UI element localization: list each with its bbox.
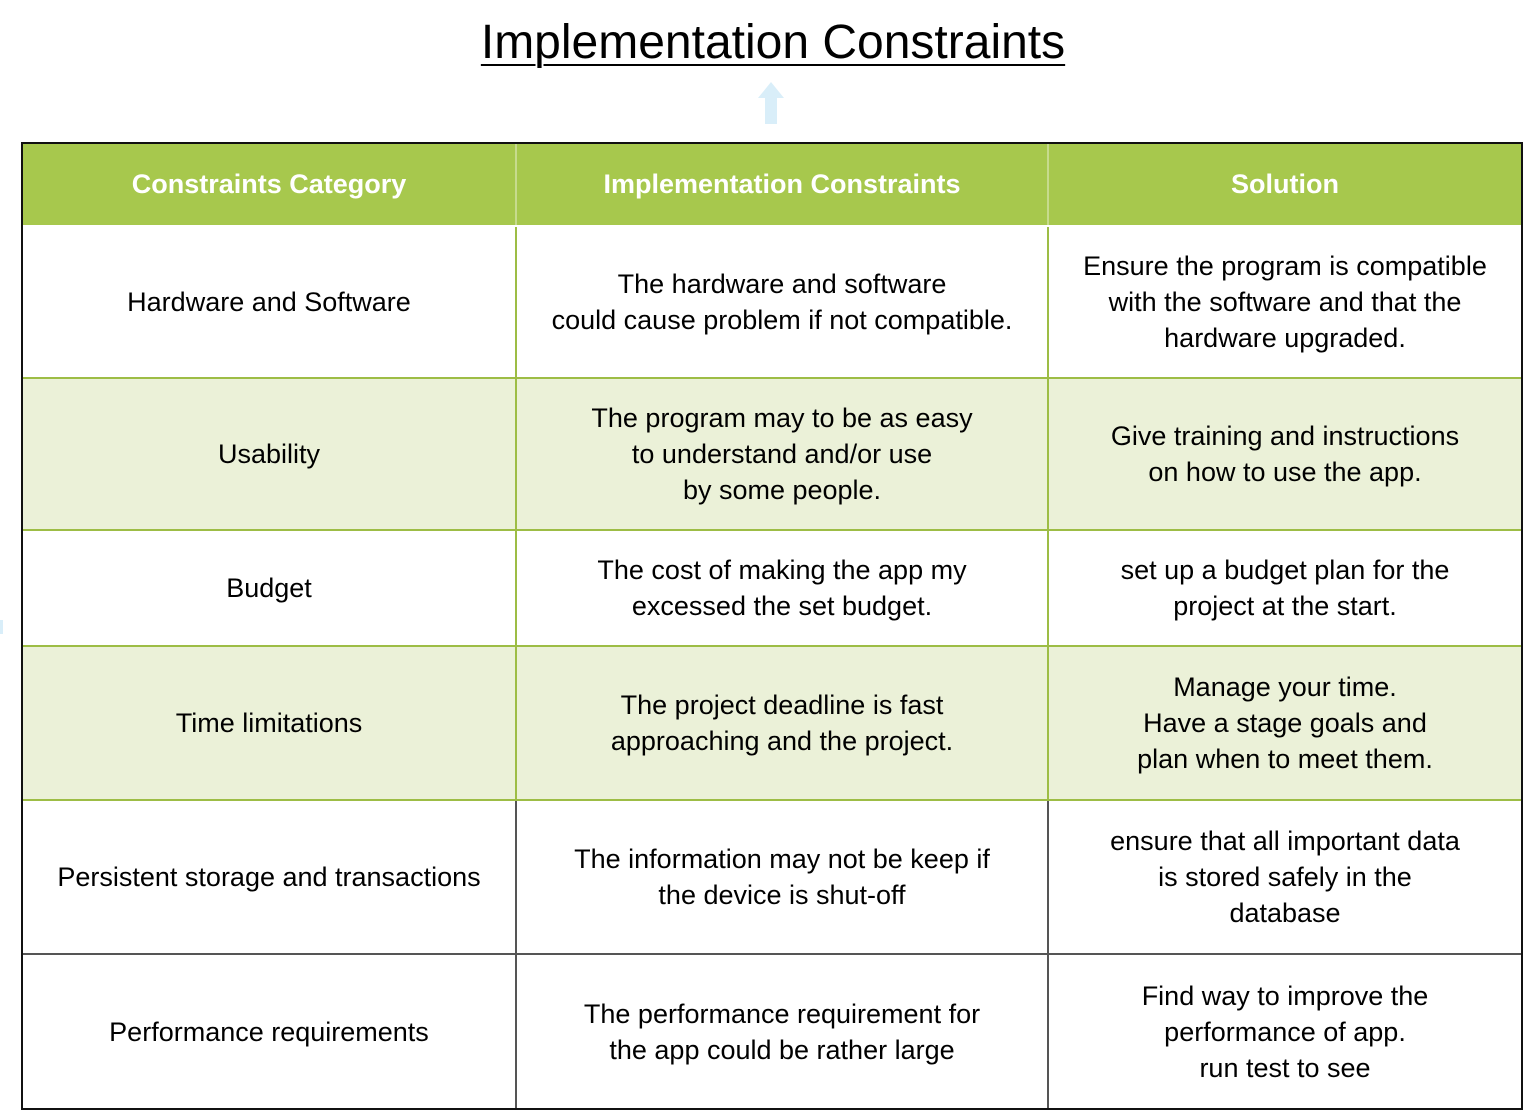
constraints-table: Constraints Category Implementation Cons…	[23, 144, 1521, 1108]
category-cell: Performance requirements	[23, 954, 517, 1108]
cell-line: Time limitations	[175, 708, 363, 738]
cell-line: The program may to be as easy	[591, 403, 973, 433]
column-header-category: Constraints Category	[23, 144, 517, 227]
cell-line: run test to see	[1199, 1052, 1371, 1083]
column-header-solution: Solution	[1048, 144, 1521, 227]
constraint-cell: The project deadline is fast approaching…	[516, 646, 1049, 801]
cell-line: the app could be rather large	[609, 1034, 955, 1065]
solution-cell: ensure that all important data is stored…	[1048, 800, 1521, 955]
table-row: Hardware and Software The hardware and s…	[23, 226, 1521, 379]
constraint-cell: The performance requirement for the app …	[516, 954, 1049, 1108]
cell-line: Performance requirements	[109, 1016, 429, 1047]
cell-line: Give training and instructions	[1110, 421, 1460, 451]
constraint-cell: The information may not be keep if the d…	[516, 800, 1049, 955]
cell-line: is stored safely in the	[1158, 862, 1412, 892]
cell-line: database	[1229, 898, 1341, 928]
up-arrow-icon	[758, 82, 784, 124]
cell-line: hardware upgraded.	[1164, 323, 1406, 353]
cell-line: plan when to meet them.	[1137, 744, 1433, 774]
constraint-cell: The program may to be as easy to underst…	[516, 378, 1049, 531]
cell-line: The hardware and software	[617, 269, 947, 299]
cell-line: with the software and that the	[1108, 287, 1462, 317]
table-row: Persistent storage and transactions The …	[23, 800, 1521, 955]
table-header-row: Constraints Category Implementation Cons…	[23, 144, 1521, 227]
page-title: Implementation Constraints	[480, 16, 1066, 69]
solution-cell: Manage your time. Have a stage goals and…	[1048, 646, 1521, 801]
table-row: Performance requirements The performance…	[23, 954, 1521, 1108]
solution-cell: set up a budget plan for the project at …	[1048, 530, 1521, 647]
cell-line: Ensure the program is compatible	[1083, 251, 1487, 281]
category-cell: Usability	[23, 378, 517, 531]
solution-cell: Find way to improve the performance of a…	[1048, 954, 1521, 1108]
cell-line: Find way to improve the	[1141, 980, 1429, 1011]
cell-line: approaching and the project.	[610, 726, 954, 756]
table-row: Budget The cost of making the app my exc…	[23, 530, 1521, 647]
cell-line: by some people.	[682, 475, 882, 505]
cell-line: Persistent storage and transactions	[57, 862, 481, 892]
cell-line: the device is shut-off	[658, 880, 906, 910]
cell-line: The information may not be keep if	[574, 844, 990, 874]
category-cell: Persistent storage and transactions	[23, 800, 517, 955]
cell-line: The project deadline is fast	[620, 690, 944, 720]
table-row: Time limitations The project deadline is…	[23, 646, 1521, 801]
cell-line: to understand and/or use	[631, 439, 933, 469]
cell-line: performance of app.	[1164, 1016, 1406, 1047]
category-cell: Time limitations	[23, 646, 517, 801]
cell-line: project at the start.	[1173, 591, 1397, 621]
cell-line: Manage your time.	[1173, 672, 1397, 702]
cell-line: The cost of making the app my	[597, 555, 967, 585]
cell-line: on how to use the app.	[1148, 457, 1422, 487]
solution-cell: Give training and instructions on how to…	[1048, 378, 1521, 531]
cell-line: Usability	[217, 439, 321, 469]
cell-line: Hardware and Software	[127, 287, 411, 317]
cell-line: Have a stage goals and	[1143, 708, 1427, 738]
table-row: Usability The program may to be as easy …	[23, 378, 1521, 531]
solution-cell: Ensure the program is compatible with th…	[1048, 226, 1521, 379]
cell-line: The performance requirement for	[583, 998, 981, 1029]
constraint-cell: The hardware and software could cause pr…	[516, 226, 1049, 379]
category-cell: Hardware and Software	[23, 226, 517, 379]
cell-line: ensure that all important data	[1110, 826, 1460, 856]
constraint-cell: The cost of making the app my excessed t…	[516, 530, 1049, 647]
cell-line: Budget	[226, 573, 312, 603]
column-header-constraints: Implementation Constraints	[516, 144, 1049, 227]
decorative-marker	[0, 620, 3, 634]
constraints-table-frame: Constraints Category Implementation Cons…	[21, 142, 1523, 1110]
cell-line: set up a budget plan for the	[1120, 555, 1450, 585]
cell-line: excessed the set budget.	[631, 591, 933, 621]
cell-line: could cause problem if not compatible.	[551, 305, 1013, 335]
category-cell: Budget	[23, 530, 517, 647]
